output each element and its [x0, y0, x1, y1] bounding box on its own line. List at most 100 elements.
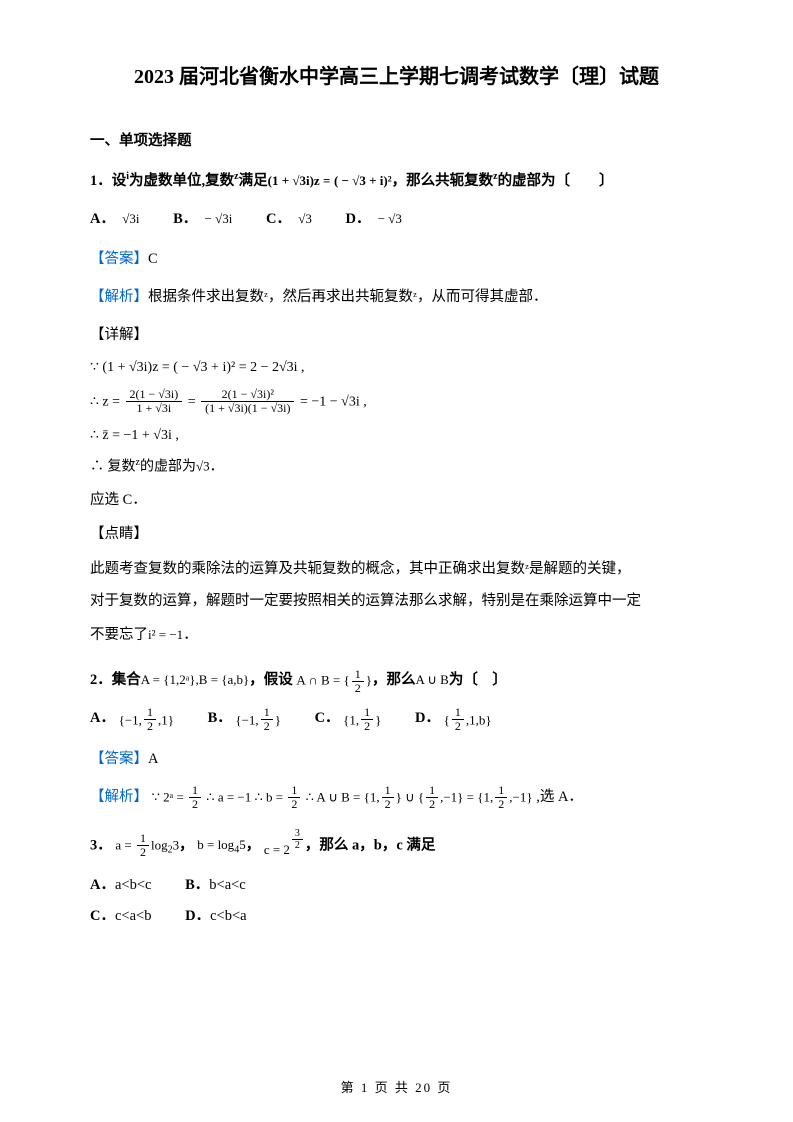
q1-choices: A． √3i B． − √3i C． √3 D． − √3	[90, 204, 703, 234]
numerator: 1	[352, 668, 364, 682]
math: ( − √3 + i)²	[334, 173, 392, 188]
choice-b: B． − √3i	[173, 204, 232, 234]
denominator: 2	[189, 798, 201, 811]
fraction: 12	[382, 784, 394, 811]
q3-number: 3．	[90, 837, 112, 853]
q1-analysis: 【解析】根据条件求出复数ᶻ，然后再求出共轭复数ᶻ，从而可得其虚部．	[90, 282, 703, 314]
text: 满足	[239, 173, 268, 189]
denominator: 2	[382, 798, 394, 811]
q2-choices: A． {−1,12,1} B． {−1,12} C． {1,12} D． {12…	[90, 703, 703, 733]
q1-dianjing-p3: 不要忘了i² = −1．	[90, 620, 703, 652]
numerator: 2(1 − √3i)²	[201, 388, 294, 403]
fraction: 12	[261, 706, 273, 733]
text: ，那么	[372, 672, 416, 688]
text: }	[275, 712, 281, 727]
label: A．	[90, 710, 115, 726]
math: a<b<c	[115, 877, 151, 893]
page-footer: 第 1 页 共 20 页	[0, 1077, 793, 1096]
choice-b: B．b<a<c	[185, 870, 246, 900]
math-inline: {1,12}	[343, 705, 381, 734]
math: (1 + √3i)z =	[268, 173, 331, 188]
choice-b: B． {−1,12}	[208, 703, 281, 733]
text: =	[188, 394, 199, 409]
text: 的虚部为〔 〕	[498, 173, 614, 189]
fraction: 12	[452, 706, 464, 733]
text: }	[375, 712, 381, 727]
math: b<a<c	[209, 877, 245, 893]
text: ∵ 2ᵃ =	[152, 789, 187, 804]
text: 为虚数单位,复数	[129, 173, 234, 189]
q3-choices-row2: C．c<a<b D．c<b<a	[90, 901, 703, 931]
numerator: 3	[292, 828, 303, 840]
math-inline: a = 12log23	[115, 831, 179, 862]
text: ．	[183, 627, 198, 643]
q3-choices-row1: A．a<b<c B．b<a<c	[90, 870, 703, 900]
q1-dianjing-p1: 此题考查复数的乘除法的运算及共轭复数的概念，其中正确求出复数ᶻ是解题的关键，	[90, 556, 703, 584]
denominator: 2	[137, 846, 149, 859]
numerator: 1	[452, 706, 464, 720]
fraction: 12	[426, 784, 438, 811]
label: A．	[90, 877, 115, 893]
label: C．	[315, 710, 340, 726]
fraction: 12	[361, 706, 373, 733]
q1-step4: ∴ 复数z的虚部为√3．	[90, 456, 703, 477]
q1-step3: ∴ z̄ = −1 + √3i ,	[90, 426, 703, 446]
section-header: 一、单项选择题	[90, 129, 703, 150]
q1-dianjing-label: 【点睛】	[90, 519, 703, 551]
math: c<a<b	[115, 908, 151, 924]
text: c = 2	[264, 842, 290, 857]
text: ,1,b}	[466, 712, 492, 727]
math: √3	[196, 458, 210, 473]
denominator: 2	[426, 798, 438, 811]
text: 设	[112, 173, 127, 189]
text: ，	[246, 837, 261, 853]
text: {−1,	[119, 712, 142, 727]
text: ,−1}	[509, 789, 532, 804]
q1-detail-label: 【详解】	[90, 320, 703, 352]
numerator: 1	[261, 706, 273, 720]
math-inline: {−1,12,1}	[119, 705, 174, 734]
answer-label: 【答案】	[90, 251, 148, 267]
fraction: 12	[495, 784, 507, 811]
q2-number: 2．	[90, 672, 112, 688]
choice-a: A． {−1,12,1}	[90, 703, 174, 733]
text: ,−1} = {1,	[440, 789, 493, 804]
text: } ∪ {	[396, 789, 425, 804]
text: ,1}	[158, 712, 174, 727]
text: ，那么共轭复数	[392, 173, 494, 189]
denominator: 2	[361, 720, 373, 733]
page: 2023 届河北省衡水中学高三上学期七调考试数学〔理〕试题 一、单项选择题 1．…	[0, 0, 793, 1122]
text: ,选 A．	[533, 789, 583, 805]
math-inline: A ∩ B = {12}	[296, 666, 372, 695]
label: D．	[415, 710, 440, 726]
math-inline: {−1,12}	[235, 705, 281, 734]
label: B．	[208, 710, 232, 726]
fraction: 2(1 − √3i)² (1 + √3i)(1 − √3i)	[201, 388, 294, 417]
choice-c: C． √3	[266, 204, 312, 234]
math-inline: {12,1,b}	[444, 705, 492, 734]
math: − √3	[378, 211, 402, 226]
choice-d: D． {12,1,b}	[415, 703, 492, 733]
numerator: 1	[361, 706, 373, 720]
analysis-label: 【解析】	[90, 289, 148, 305]
choice-d: D．c<b<a	[185, 901, 246, 931]
numerator: 1	[144, 706, 156, 720]
fraction: 12	[189, 784, 201, 811]
numerator: 1	[495, 784, 507, 798]
analysis-label: 【解析】	[90, 789, 148, 805]
q2-analysis: 【解析】 ∵ 2ᵃ = 12 ∴ a = −1 ∴ b = 12 ∴ A ∪ B…	[90, 782, 703, 814]
fraction: 12	[144, 706, 156, 733]
numerator: 1	[426, 784, 438, 798]
text: ∴ z =	[90, 394, 124, 409]
text: 为〔 〕	[449, 672, 507, 688]
q2-answer: 【答案】A	[90, 744, 703, 776]
fraction: 2(1 − √3i) 1 + √3i	[126, 388, 183, 417]
q1-select: 应选 C．	[90, 487, 703, 515]
fraction: 12	[288, 784, 300, 811]
text: ，假设	[249, 672, 293, 688]
denominator: 2	[292, 840, 303, 851]
fraction: 32	[292, 828, 303, 851]
text: ∴ A ∪ B = {1,	[302, 789, 379, 804]
text: ，那么 a，b，c 满足	[305, 837, 436, 853]
choice-c: C．c<a<b	[90, 901, 151, 931]
